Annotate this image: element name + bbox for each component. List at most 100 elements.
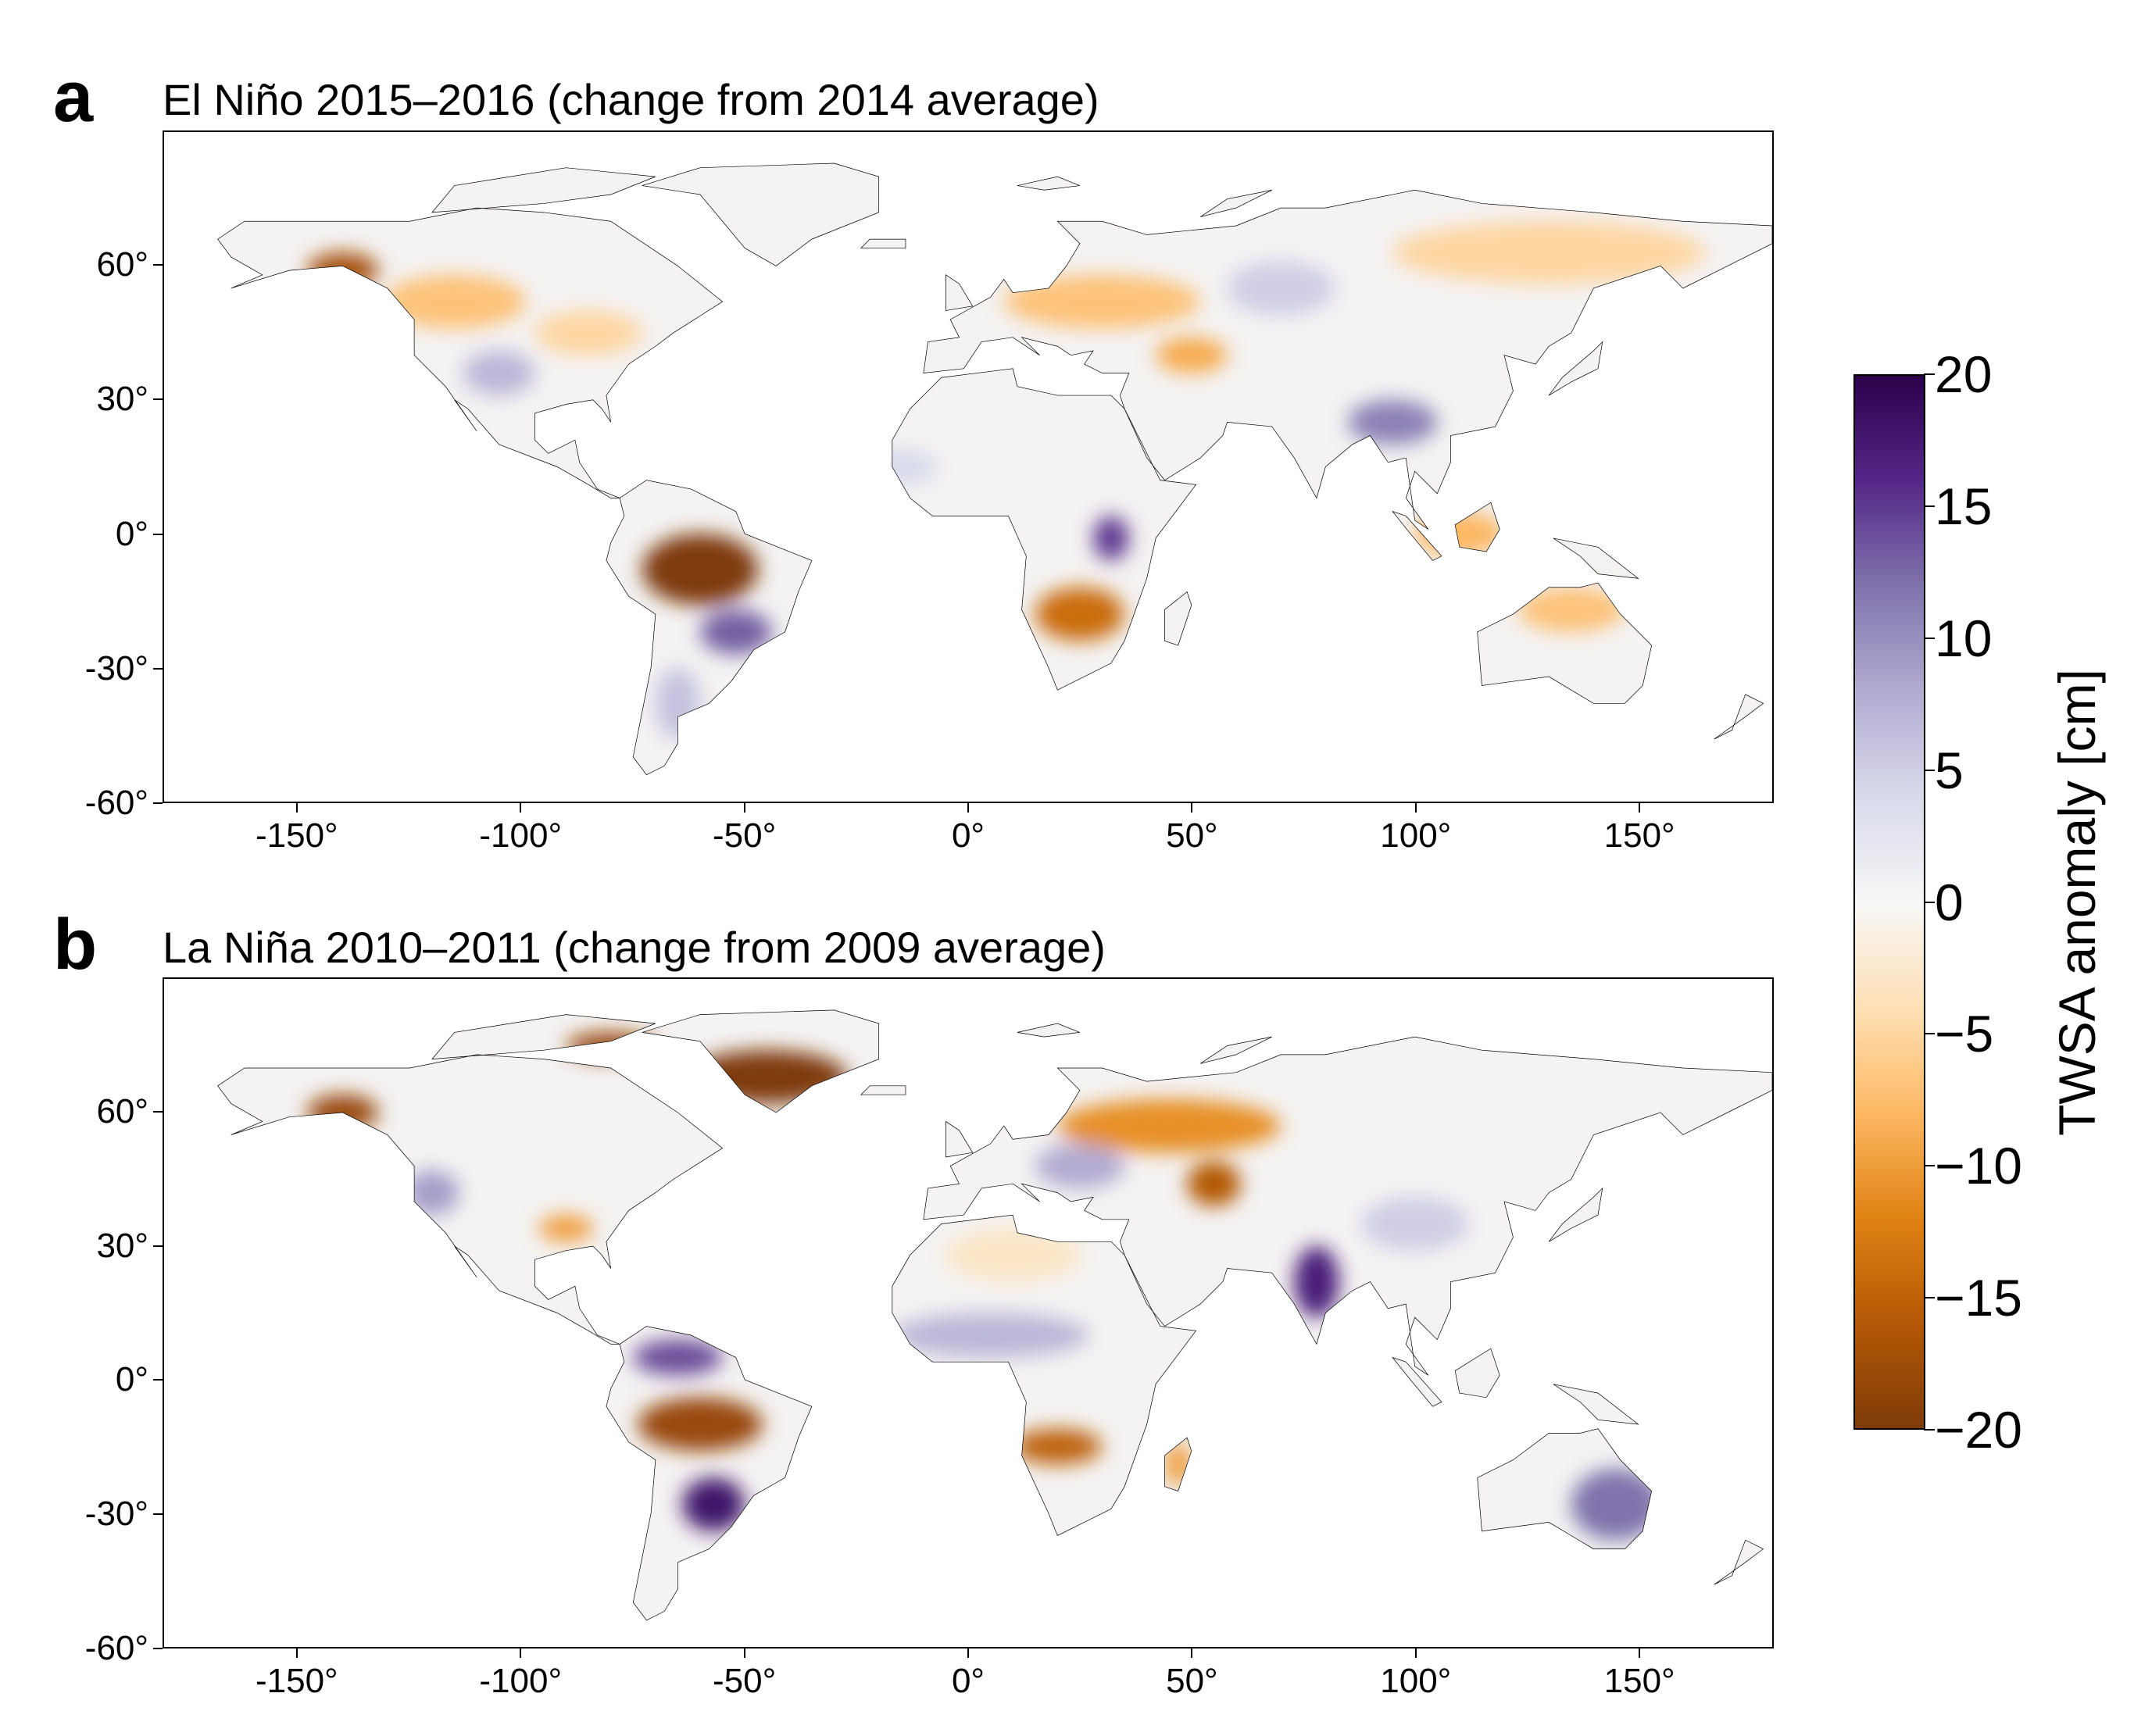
colorbar-tick-label: −5 <box>1935 1005 1994 1063</box>
x-tick-mark <box>1414 1648 1417 1658</box>
y-tick-mark <box>153 533 163 535</box>
y-tick-mark <box>153 264 163 266</box>
colorbar-tick-label: 20 <box>1935 345 1993 403</box>
anomaly-region <box>1347 399 1438 445</box>
colorbar-tick-label: 10 <box>1935 609 1993 667</box>
landmass-north-america <box>217 1054 723 1345</box>
anomaly-region <box>1013 1428 1103 1465</box>
coastline-north-america <box>218 208 723 498</box>
anomaly-region <box>383 274 527 329</box>
landmass-madagascar <box>1164 591 1192 646</box>
colorbar-label: TWSA anomaly [cm] <box>2048 669 2106 1136</box>
coastline-sumatra <box>1392 1358 1442 1407</box>
y-tick-label: 0° <box>115 1360 148 1399</box>
x-tick-mark <box>1191 803 1193 813</box>
panel-b-letter: b <box>53 905 98 984</box>
anomaly-region <box>865 448 937 485</box>
panel-a-title: El Niño 2015–2016 (change from 2014 aver… <box>163 75 1099 124</box>
panel-b-title: La Niña 2010–2011 (change from 2009 aver… <box>163 923 1106 972</box>
x-tick-mark <box>1191 1648 1193 1658</box>
coastline-borneo <box>1455 1348 1500 1398</box>
landmass-new-guinea <box>1553 538 1639 579</box>
x-tick-mark <box>1414 803 1417 813</box>
colorbar-tick-mark <box>1924 373 1935 375</box>
x-tick-label: -50° <box>713 816 777 855</box>
coastline-arctic-islands <box>432 168 656 213</box>
anomaly-region <box>1517 587 1625 632</box>
landmass-arctic-islands <box>432 167 656 213</box>
anomaly-region <box>1035 587 1125 641</box>
anomaly-region <box>633 1339 723 1376</box>
panel-b-map <box>163 977 1774 1648</box>
coastline-greenland <box>642 163 879 266</box>
x-tick-label: -50° <box>713 1662 777 1700</box>
x-tick-mark <box>743 803 745 813</box>
coastline-sumatra <box>1392 512 1442 561</box>
coastline-novaya-zemlya <box>1200 1037 1271 1063</box>
y-tick-mark <box>153 667 163 670</box>
x-tick-mark <box>295 1648 298 1658</box>
landmass-great-britain <box>945 274 973 311</box>
landmass-new-zealand <box>1714 1540 1764 1585</box>
landmass-arctic-islands <box>432 1014 656 1059</box>
coastline-australia <box>1478 1429 1652 1549</box>
anomaly-region <box>945 1228 1080 1282</box>
x-tick-label: -100° <box>479 1662 563 1700</box>
coastline-new-guinea <box>1553 538 1639 578</box>
coastline-new-zealand <box>1714 695 1764 739</box>
colorbar-tick-label: 5 <box>1935 741 1964 799</box>
anomaly-region <box>1392 221 1706 284</box>
x-tick-label: 100° <box>1380 816 1452 855</box>
y-tick-mark <box>153 1110 163 1113</box>
anomaly-region <box>1361 1197 1469 1251</box>
x-tick-mark <box>967 1648 969 1658</box>
coastline-madagascar <box>1165 591 1192 645</box>
y-tick-label: 30° <box>96 1226 148 1265</box>
colorbar-tick-mark <box>1924 637 1935 639</box>
coastline-novaya-zemlya <box>1200 190 1271 216</box>
coastline-borneo <box>1455 502 1500 552</box>
y-tick-label: -30° <box>84 1495 148 1534</box>
colorbar-tick-mark <box>1924 1033 1935 1035</box>
x-tick-mark <box>295 803 298 813</box>
anomaly-region <box>534 310 642 355</box>
x-tick-label: 150° <box>1603 816 1675 855</box>
colorbar <box>1853 374 1925 1430</box>
y-tick-mark <box>153 1379 163 1381</box>
x-tick-label: -150° <box>255 1662 338 1700</box>
x-tick-mark <box>1639 803 1641 813</box>
x-tick-label: 100° <box>1380 1662 1452 1700</box>
landmass-novaya-zemlya <box>1200 1037 1272 1064</box>
x-tick-label: 50° <box>1166 1662 1218 1700</box>
y-tick-label: -60° <box>84 1629 148 1667</box>
x-tick-mark <box>743 1648 745 1658</box>
y-tick-label: -30° <box>84 648 148 688</box>
coastline-greenland <box>642 1010 879 1113</box>
y-tick-label: 30° <box>96 380 148 419</box>
anomaly-region <box>1294 1246 1339 1318</box>
x-tick-mark <box>520 1648 522 1658</box>
coastline-south-america <box>606 480 812 775</box>
anomaly-region <box>1414 511 1504 556</box>
panel-a-letter: a <box>53 57 94 137</box>
anomaly-region <box>539 1215 593 1242</box>
anomaly-region <box>637 1397 763 1452</box>
landmass-africa <box>892 1215 1196 1536</box>
x-tick-label: 0° <box>951 816 985 855</box>
colorbar-tick-label: 0 <box>1935 873 1964 931</box>
landmass-sumatra <box>1392 1357 1442 1407</box>
anomaly-region <box>1571 1469 1661 1541</box>
y-tick-label: -60° <box>84 784 148 822</box>
anomaly-region <box>1187 1161 1241 1206</box>
y-tick-label: 60° <box>96 1091 148 1131</box>
anomaly-region <box>642 534 759 605</box>
landmass-novaya-zemlya <box>1200 190 1272 217</box>
coastline-new-zealand <box>1714 1540 1764 1584</box>
landmass-new-guinea <box>1553 1384 1639 1424</box>
y-tick-mark <box>153 802 163 804</box>
anomaly-region <box>1057 1098 1281 1153</box>
anomaly-region <box>700 609 772 655</box>
landmass-iceland <box>860 239 906 248</box>
x-tick-label: -100° <box>479 816 563 855</box>
colorbar-tick-label: −15 <box>1935 1269 2022 1327</box>
